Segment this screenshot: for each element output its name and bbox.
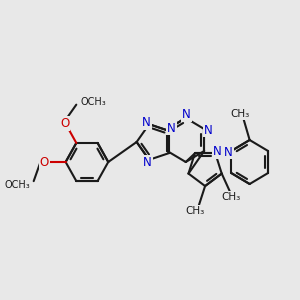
Text: N: N: [142, 116, 151, 129]
Text: N: N: [213, 145, 222, 158]
Text: OCH₃: OCH₃: [80, 97, 106, 107]
Text: N: N: [224, 146, 233, 158]
Text: N: N: [182, 109, 191, 122]
Text: O: O: [60, 117, 69, 130]
Text: CH₃: CH₃: [231, 109, 250, 119]
Text: CH₃: CH₃: [222, 192, 241, 202]
Text: N: N: [167, 122, 176, 134]
Text: N: N: [143, 156, 152, 169]
Text: N: N: [204, 124, 212, 136]
Text: OCH₃: OCH₃: [4, 180, 30, 190]
Text: O: O: [40, 155, 49, 169]
Text: CH₃: CH₃: [185, 206, 205, 216]
